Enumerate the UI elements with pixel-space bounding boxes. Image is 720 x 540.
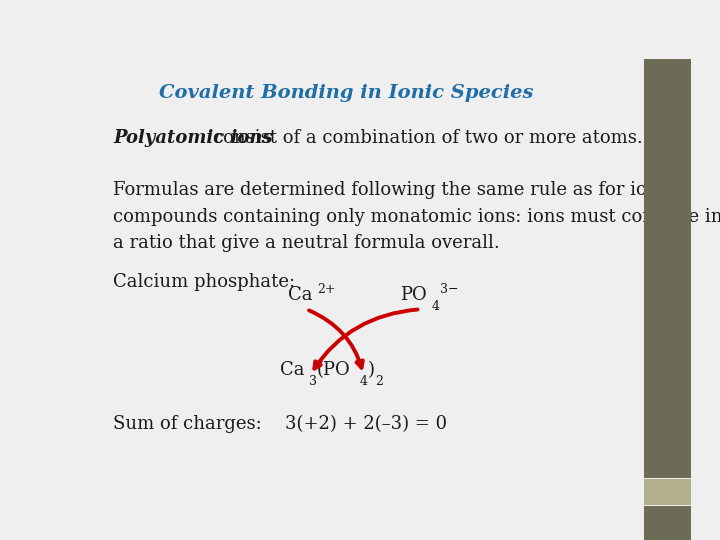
FancyArrowPatch shape <box>315 309 418 369</box>
Text: Polyatomic ions: Polyatomic ions <box>114 129 273 147</box>
Text: 3(+2) + 2(–3) = 0: 3(+2) + 2(–3) = 0 <box>285 415 447 433</box>
Text: consist of a combination of two or more atoms.: consist of a combination of two or more … <box>213 129 642 147</box>
Text: 4: 4 <box>360 375 368 388</box>
Text: Ca: Ca <box>288 286 312 304</box>
FancyArrowPatch shape <box>309 310 363 368</box>
Text: Calcium phosphate:: Calcium phosphate: <box>114 273 296 291</box>
Text: (PO: (PO <box>317 361 351 379</box>
Text: Ca: Ca <box>280 361 305 379</box>
Text: 2+: 2+ <box>317 284 336 296</box>
Text: Covalent Bonding in Ionic Species: Covalent Bonding in Ionic Species <box>159 84 534 102</box>
Text: 3: 3 <box>309 375 317 388</box>
Text: Formulas are determined following the same rule as for ionic
compounds containin: Formulas are determined following the sa… <box>114 181 720 252</box>
Text: 3−: 3− <box>441 284 459 296</box>
Text: ): ) <box>368 361 375 379</box>
Text: 2: 2 <box>375 375 383 388</box>
Text: 4: 4 <box>432 300 440 313</box>
Text: PO: PO <box>400 286 426 304</box>
Text: Sum of charges:: Sum of charges: <box>114 415 262 433</box>
